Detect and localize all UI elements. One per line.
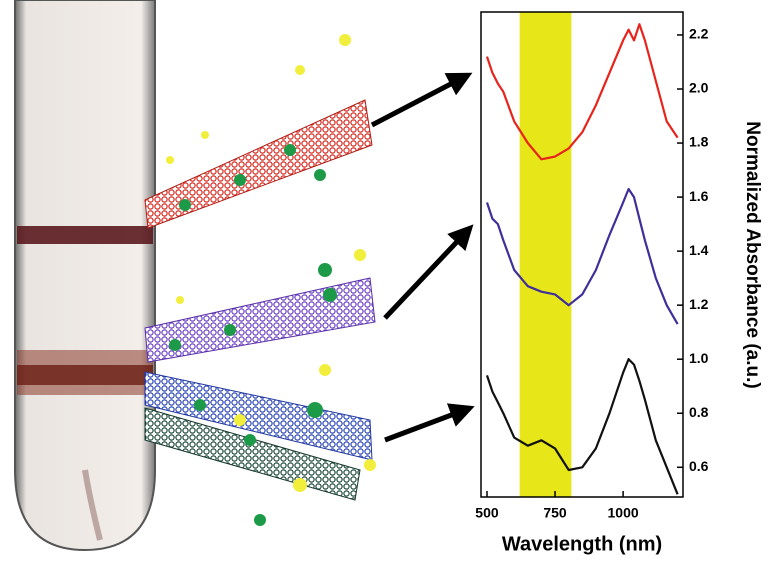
- y-tick-label: 2.2: [689, 26, 709, 42]
- y-tick-label: 0.8: [689, 404, 709, 420]
- x-tick-label: 500: [475, 505, 499, 521]
- y-axis-label: Normalized Absorbance (a.u.): [742, 121, 763, 388]
- x-tick-label: 1000: [608, 505, 639, 521]
- y-tick-label: 0.6: [689, 458, 709, 474]
- y-tick-label: 2.0: [689, 80, 709, 96]
- data-line: [487, 189, 678, 324]
- figure: Wavelength (nm) Normalized Absorbance (a…: [0, 0, 770, 576]
- y-tick-label: 1.6: [689, 188, 709, 204]
- y-tick-label: 1.8: [689, 134, 709, 150]
- y-tick-label: 1.2: [689, 296, 709, 312]
- x-axis-label: Wavelength (nm): [502, 533, 662, 555]
- arrow: [385, 408, 470, 440]
- arrows: [372, 75, 470, 440]
- plot-frame: [481, 12, 683, 497]
- x-tick-label: 750: [543, 505, 567, 521]
- data-line: [487, 24, 678, 159]
- test-tube: [15, 0, 155, 550]
- data-line: [487, 359, 678, 494]
- y-tick-label: 1.0: [689, 350, 709, 366]
- highlight-band: [520, 12, 572, 497]
- y-tick-label: 1.4: [689, 242, 709, 258]
- arrow: [385, 228, 470, 318]
- arrow: [372, 75, 468, 125]
- nanotubes: [145, 34, 376, 526]
